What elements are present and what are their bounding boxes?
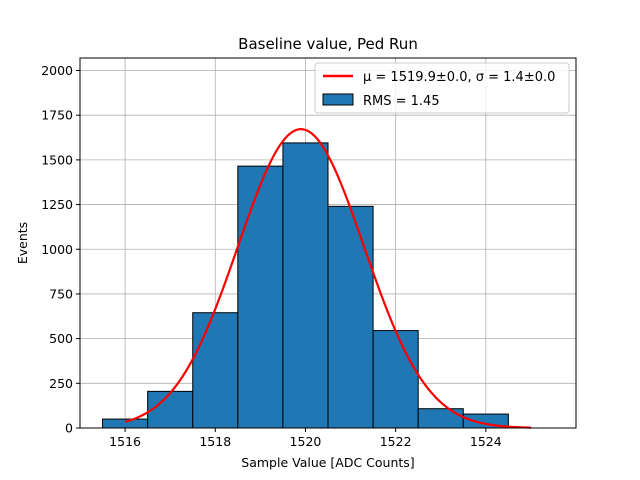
- plot-frame: [79, 57, 577, 429]
- histogram-bar: [102, 418, 149, 429]
- x-tick-label: 1518: [199, 434, 231, 449]
- legend-hist-label: RMS = 1.45: [363, 94, 440, 109]
- histogram-bar: [192, 312, 239, 429]
- fit-layer: [124, 128, 531, 429]
- ticks-layer: 1516 1518 1520 1522 1524 0 250 500 750 1000 1250 15…: [41, 63, 502, 449]
- y-tick-label: 1750: [41, 108, 73, 123]
- y-tick-label: 500: [49, 331, 73, 346]
- chart-title: Baseline value, Ped Run: [238, 35, 418, 53]
- x-axis-label: Sample Value [ADC Counts]: [241, 455, 414, 470]
- x-tick-label: 1522: [380, 434, 412, 449]
- histogram-bar: [417, 408, 464, 429]
- histogram-bar: [372, 330, 419, 429]
- y-tick-label: 250: [49, 376, 73, 391]
- y-tick-label: 1000: [41, 242, 73, 257]
- x-tick-label: 1516: [109, 434, 141, 449]
- y-tick-label: 750: [49, 286, 73, 301]
- histogram-bar: [282, 142, 329, 429]
- histogram-bar: [237, 165, 284, 429]
- y-tick-label: 0: [65, 421, 73, 436]
- histogram-bar: [147, 390, 194, 429]
- legend: μ = 1519.9±0.0, σ = 1.4±0.0 RMS = 1.45: [314, 62, 570, 114]
- y-tick-label: 1250: [41, 197, 73, 212]
- legend-fit-label: μ = 1519.9±0.0, σ = 1.4±0.0: [363, 70, 555, 85]
- legend-hist-swatch: [322, 93, 354, 106]
- y-axis-label: Events: [15, 222, 30, 264]
- y-tick-label: 1500: [41, 152, 73, 167]
- histogram-bar: [327, 205, 374, 429]
- legend-box: [314, 62, 570, 114]
- gaussian-fit-line: [124, 128, 531, 429]
- y-tick-label: 2000: [41, 63, 73, 78]
- x-tick-label: 1524: [470, 434, 502, 449]
- x-tick-label: 1520: [290, 434, 322, 449]
